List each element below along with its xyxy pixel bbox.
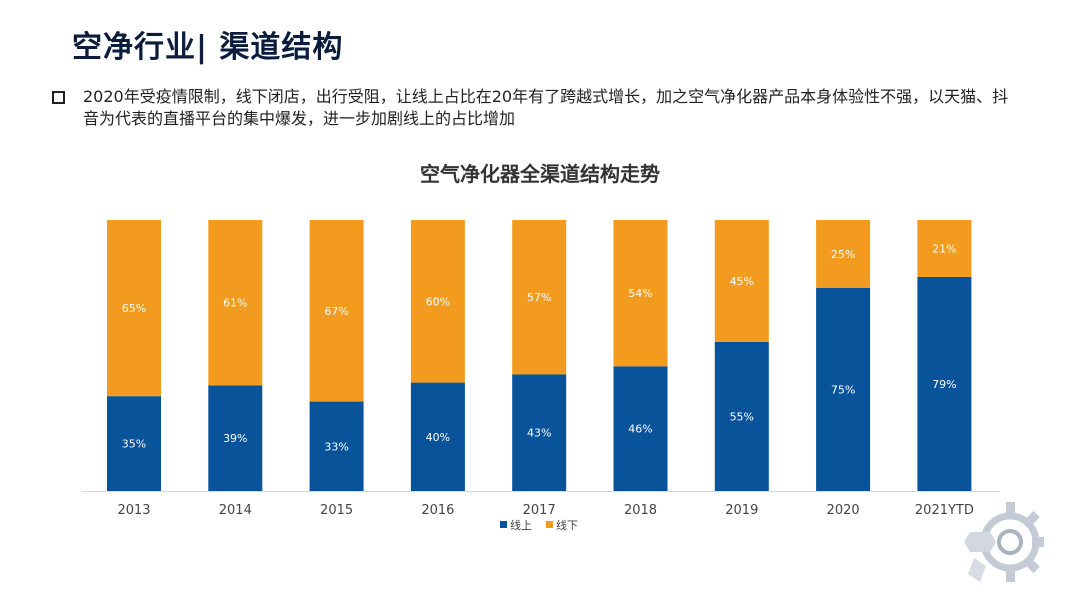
data-label-online-2019: 55% [730, 410, 754, 423]
data-label-offline-2016: 60% [426, 295, 450, 308]
data-label-online-2017: 43% [527, 427, 551, 440]
bar-offline-2018 [613, 220, 668, 367]
data-label-offline-2021YTD: 21% [932, 242, 956, 255]
bar-offline-2015 [309, 220, 364, 402]
x-tick-label-2013: 2013 [117, 503, 150, 518]
legend-label-online: 线上 [510, 518, 532, 532]
data-label-offline-2018: 54% [628, 287, 652, 300]
bar-online-2017 [512, 374, 567, 491]
data-label-offline-2020: 25% [831, 248, 855, 261]
legend-swatch-online [500, 521, 507, 528]
bar-online-2015 [309, 401, 364, 491]
data-label-offline-2019: 45% [730, 275, 754, 288]
data-label-offline-2014: 61% [223, 297, 247, 310]
bar-online-2016 [410, 382, 465, 491]
bullet-square-icon [52, 91, 65, 104]
data-label-online-2013: 35% [122, 438, 146, 451]
bullet-point: 2020年受疫情限制，线下闭店，出行受阻，让线上占比在20年有了跨越式增长，加之… [52, 86, 1012, 130]
chart-title: 空气净化器全渠道结构走势 [420, 162, 660, 186]
legend-label-offline: 线下 [556, 518, 578, 532]
data-label-online-2016: 40% [426, 431, 450, 444]
x-tick-label-2021YTD: 2021YTD [915, 503, 974, 518]
bar-online-2020 [816, 287, 871, 491]
x-tick-label-2019: 2019 [725, 503, 758, 518]
data-label-offline-2015: 67% [324, 305, 348, 318]
data-label-online-2015: 33% [324, 440, 348, 453]
data-label-offline-2013: 65% [122, 302, 146, 315]
x-tick-label-2015: 2015 [320, 503, 353, 518]
gear-logo-icon [964, 502, 1044, 582]
bar-offline-2017 [512, 220, 567, 375]
page-title: 空净行业| 渠道结构 [72, 30, 344, 65]
bar-offline-2014 [208, 220, 263, 386]
bar-offline-2016 [410, 220, 465, 383]
bullet-text: 2020年受疫情限制，线下闭店，出行受阻，让线上占比在20年有了跨越式增长，加之… [83, 87, 1009, 128]
x-tick-label-2014: 2014 [219, 503, 252, 518]
data-label-online-2021YTD: 79% [932, 378, 956, 391]
legend-swatch-offline [546, 521, 553, 528]
data-label-offline-2017: 57% [527, 291, 551, 304]
x-tick-label-2018: 2018 [624, 503, 657, 518]
bar-online-2019 [714, 341, 769, 491]
bar-online-2013 [107, 396, 161, 491]
bar-offline-2013 [107, 220, 161, 397]
data-label-online-2014: 39% [223, 432, 247, 445]
bar-online-2018 [613, 366, 668, 491]
x-tick-label-2017: 2017 [523, 503, 556, 518]
bar-offline-2020 [816, 220, 871, 288]
bar-offline-2019 [714, 220, 769, 342]
data-label-online-2020: 75% [831, 383, 855, 396]
data-label-online-2018: 46% [628, 423, 652, 436]
x-tick-label-2020: 2020 [827, 503, 860, 518]
bar-online-2014 [208, 385, 263, 491]
x-tick-label-2016: 2016 [421, 503, 454, 518]
bar-offline-2021YTD [917, 220, 972, 277]
bar-online-2021YTD [917, 276, 972, 491]
